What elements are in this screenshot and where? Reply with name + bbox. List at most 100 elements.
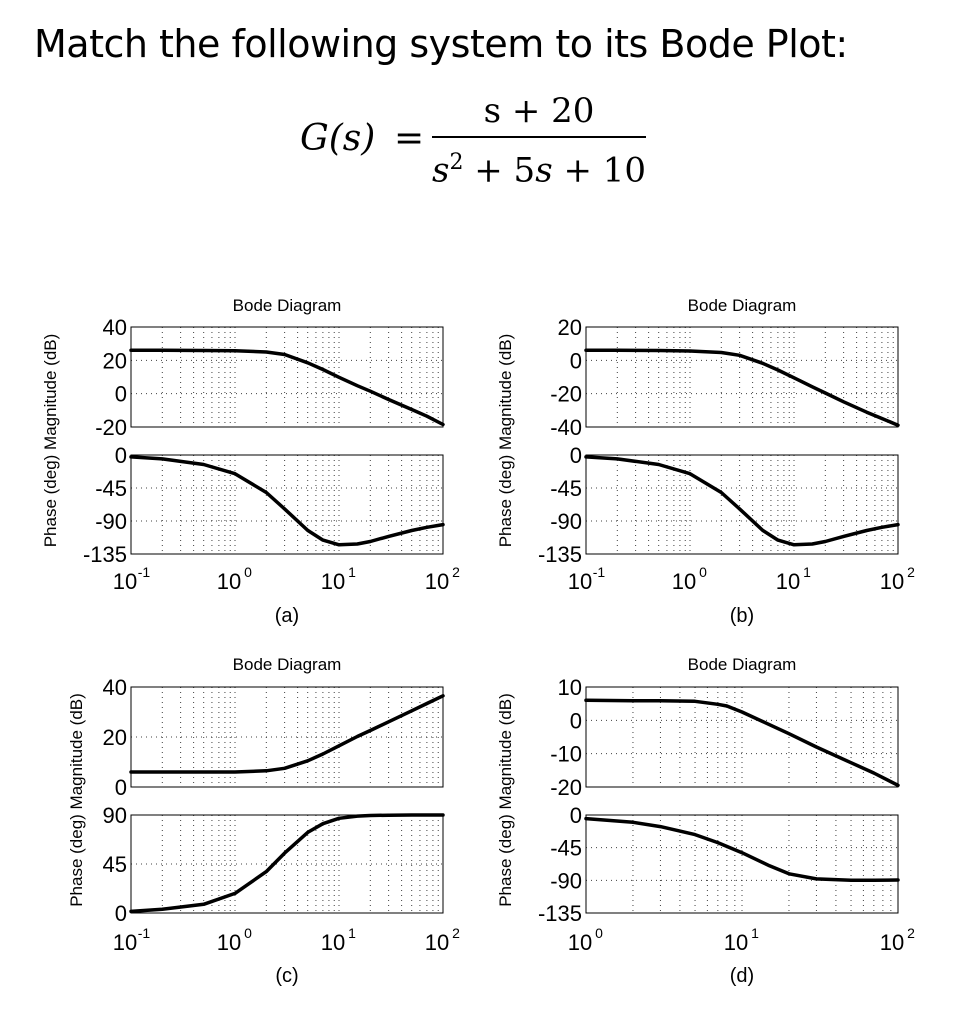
den-exponent: 2 (449, 150, 464, 175)
x-tick-exponent: -1 (593, 564, 606, 580)
axes-box (585, 686, 899, 788)
x-tick-label: 10 (425, 930, 449, 955)
plot-caption: (d) (730, 965, 754, 987)
x-tick-exponent: 1 (348, 925, 356, 941)
plot-title: Bode Diagram (688, 655, 797, 674)
x-tick-exponent: 1 (803, 564, 811, 580)
y-tick-label: -45 (550, 476, 582, 501)
x-tick-label: 10 (724, 930, 748, 955)
question-prompt: Match the following system to its Bode P… (34, 22, 848, 66)
y-tick-label: 0 (115, 901, 127, 926)
y-axis-label: Phase (deg) Magnitude (dB) (496, 693, 515, 907)
y-tick-label: -90 (95, 509, 127, 534)
den-s: s (432, 150, 450, 191)
axes-box (130, 686, 444, 788)
plot-caption: (a) (275, 605, 299, 627)
x-tick-label: 10 (880, 569, 904, 594)
magnitude-axes: 20 0 -20 -40 (550, 315, 900, 440)
x-tick-exponent: 0 (244, 925, 252, 941)
y-tick-label: 20 (103, 725, 127, 750)
magnitude-axes: 10 0 -10 -20 (550, 675, 900, 800)
magnitude-curve (129, 694, 445, 774)
plot-caption: (c) (275, 965, 298, 987)
axes-box (585, 814, 899, 914)
plot-title: Bode Diagram (233, 296, 342, 315)
y-tick-label: -20 (95, 415, 127, 440)
y-tick-label: -135 (538, 901, 582, 926)
x-tick-label: 10 (113, 569, 137, 594)
y-tick-label: -40 (550, 415, 582, 440)
y-tick-label: 90 (103, 803, 127, 828)
phase-curve (129, 455, 445, 547)
bode-plot-c: Bode Diagram 40 20 0 90 45 0 Phase (deg) Magnit… (67, 655, 460, 987)
equation-fraction: s + 20 s2 + 5s + 10 (432, 88, 646, 190)
x-tick-exponent: 2 (452, 925, 460, 941)
y-tick-label: -20 (550, 775, 582, 800)
y-tick-label: 40 (103, 315, 127, 340)
x-tick-exponent: 2 (907, 564, 915, 580)
axes-box (585, 454, 899, 555)
y-tick-label: 0 (115, 382, 127, 407)
equation-numerator: s + 20 (483, 91, 595, 131)
x-tick-exponent: 0 (244, 564, 252, 580)
den-const: + 10 (552, 150, 647, 191)
y-tick-label: 40 (103, 675, 127, 700)
x-tick-label: 10 (113, 930, 137, 955)
y-tick-label: -135 (538, 542, 582, 567)
y-tick-label: -90 (550, 868, 582, 893)
y-tick-label: 20 (558, 315, 582, 340)
plot-caption: (b) (730, 605, 754, 627)
axes-box (130, 814, 444, 914)
x-tick-label: 10 (568, 930, 592, 955)
x-tick-label: 10 (568, 569, 592, 594)
x-tick-label: 10 (880, 930, 904, 955)
y-tick-label: 0 (570, 443, 582, 468)
den-term: + 5 (463, 150, 536, 191)
y-tick-label: 0 (570, 348, 582, 373)
plot-title: Bode Diagram (233, 655, 342, 674)
plot-title: Bode Diagram (688, 296, 797, 315)
axes-box (130, 454, 444, 555)
x-tick-label: 10 (672, 569, 696, 594)
fraction-bar (432, 136, 646, 138)
phase-axes: 0 -45 -90 -135 (83, 443, 445, 567)
phase-axes: 0 -45 -90 -135 (538, 803, 900, 926)
x-tick-exponent: 1 (348, 564, 356, 580)
x-tick-label: 10 (776, 569, 800, 594)
y-tick-label: 20 (103, 348, 127, 373)
x-tick-exponent: 2 (452, 564, 460, 580)
x-tick-exponent: 0 (699, 564, 707, 580)
x-tick-exponent: -1 (138, 925, 151, 941)
x-tick-exponent: 0 (595, 925, 603, 941)
x-tick-label: 10 (217, 930, 241, 955)
y-tick-label: 0 (570, 708, 582, 733)
axes-box (130, 326, 444, 428)
equation-equals: = (394, 118, 425, 159)
den-s2: s (535, 150, 553, 191)
y-tick-label: -10 (550, 742, 582, 767)
y-tick-label: 45 (103, 852, 127, 877)
magnitude-curve (129, 348, 445, 427)
x-tick-label: 10 (321, 930, 345, 955)
y-axis-label: Phase (deg) Magnitude (dB) (67, 693, 86, 907)
phase-curve (584, 455, 900, 547)
x-tick-exponent: 2 (907, 925, 915, 941)
y-tick-label: -135 (83, 542, 127, 567)
equation-lhs: G(s) (300, 118, 376, 159)
equation-denominator: s2 + 5s + 10 (432, 140, 646, 190)
phase-axes: 0 -45 -90 -135 (538, 443, 900, 567)
phase-curve (129, 813, 445, 914)
y-tick-label: -20 (550, 382, 582, 407)
x-tick-label: 10 (217, 569, 241, 594)
y-axis-label: Phase (deg) Magnitude (dB) (41, 334, 60, 548)
magnitude-axes: 40 20 0 -20 (95, 315, 445, 440)
y-tick-label: 0 (570, 803, 582, 828)
x-tick-label: 10 (321, 569, 345, 594)
y-axis-label: Phase (deg) Magnitude (dB) (496, 334, 515, 548)
x-tick-exponent: -1 (138, 564, 151, 580)
y-tick-label: -90 (550, 509, 582, 534)
x-tick-exponent: 1 (751, 925, 759, 941)
